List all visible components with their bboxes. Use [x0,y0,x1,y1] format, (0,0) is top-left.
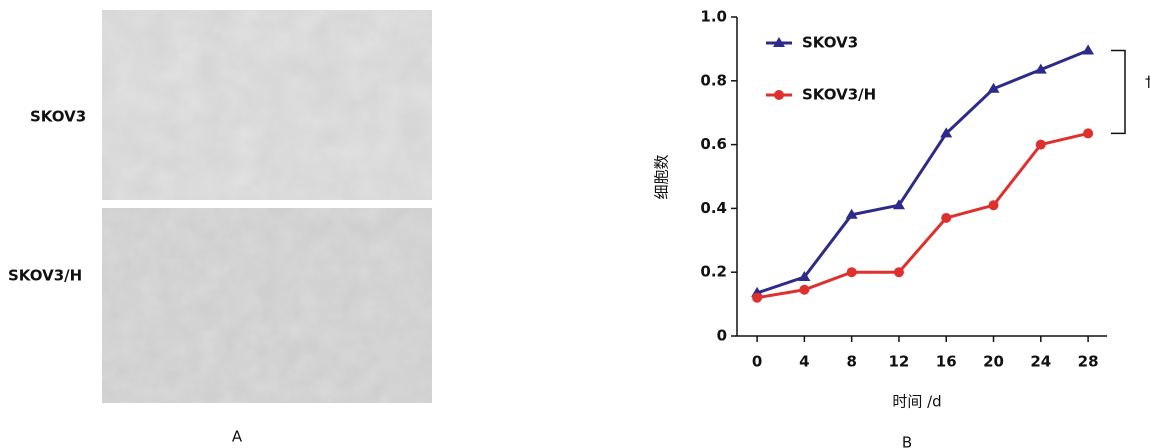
x-tick-label: 20 [983,353,1004,371]
marker [773,37,785,47]
y-tick-label: 0 [717,327,727,345]
marker [892,199,905,210]
micrograph-texture [102,208,432,403]
series-line [756,131,1089,300]
x-tick-label: 4 [799,353,809,371]
x-tick-label: 0 [752,353,762,371]
marker [1034,63,1047,74]
marker [893,267,904,278]
x-tick-label: 16 [936,353,957,371]
y-tick-label: 0.8 [700,71,727,89]
marker [987,82,1000,93]
legend-label: SKOV3/H [802,86,876,104]
marker [845,208,858,219]
marker [1035,139,1046,150]
x-tick-label: 12 [889,353,910,371]
marker [1082,44,1095,55]
annotation: † [1145,72,1150,90]
row-label: SKOV3 [30,108,86,126]
y-tick-label: 0.6 [700,135,727,153]
significance-bracket [1111,49,1126,135]
micrograph-texture [102,10,432,200]
legend-label: SKOV3 [802,34,858,52]
y-tick-label: 0.2 [700,263,727,281]
y-tick-label: 1.0 [700,8,727,26]
panel-label: A [232,428,243,446]
panel-label: B [902,434,912,448]
marker [774,90,784,100]
x-tick-label: 24 [1030,353,1051,371]
marker [752,292,763,303]
marker [988,200,999,211]
row-label: SKOV3/H [8,267,82,285]
y-axis-label: 细胞数 [653,154,671,199]
marker [1083,128,1094,139]
x-tick-label: 28 [1078,353,1099,371]
x-axis-label: 时间 /d [892,393,941,411]
marker [798,270,811,281]
marker [940,127,953,138]
y-tick-label: 0.4 [700,199,727,217]
marker [941,212,952,223]
marker [799,284,810,295]
marker [846,267,857,278]
series-line [756,49,1089,295]
x-tick-label: 8 [846,353,856,371]
